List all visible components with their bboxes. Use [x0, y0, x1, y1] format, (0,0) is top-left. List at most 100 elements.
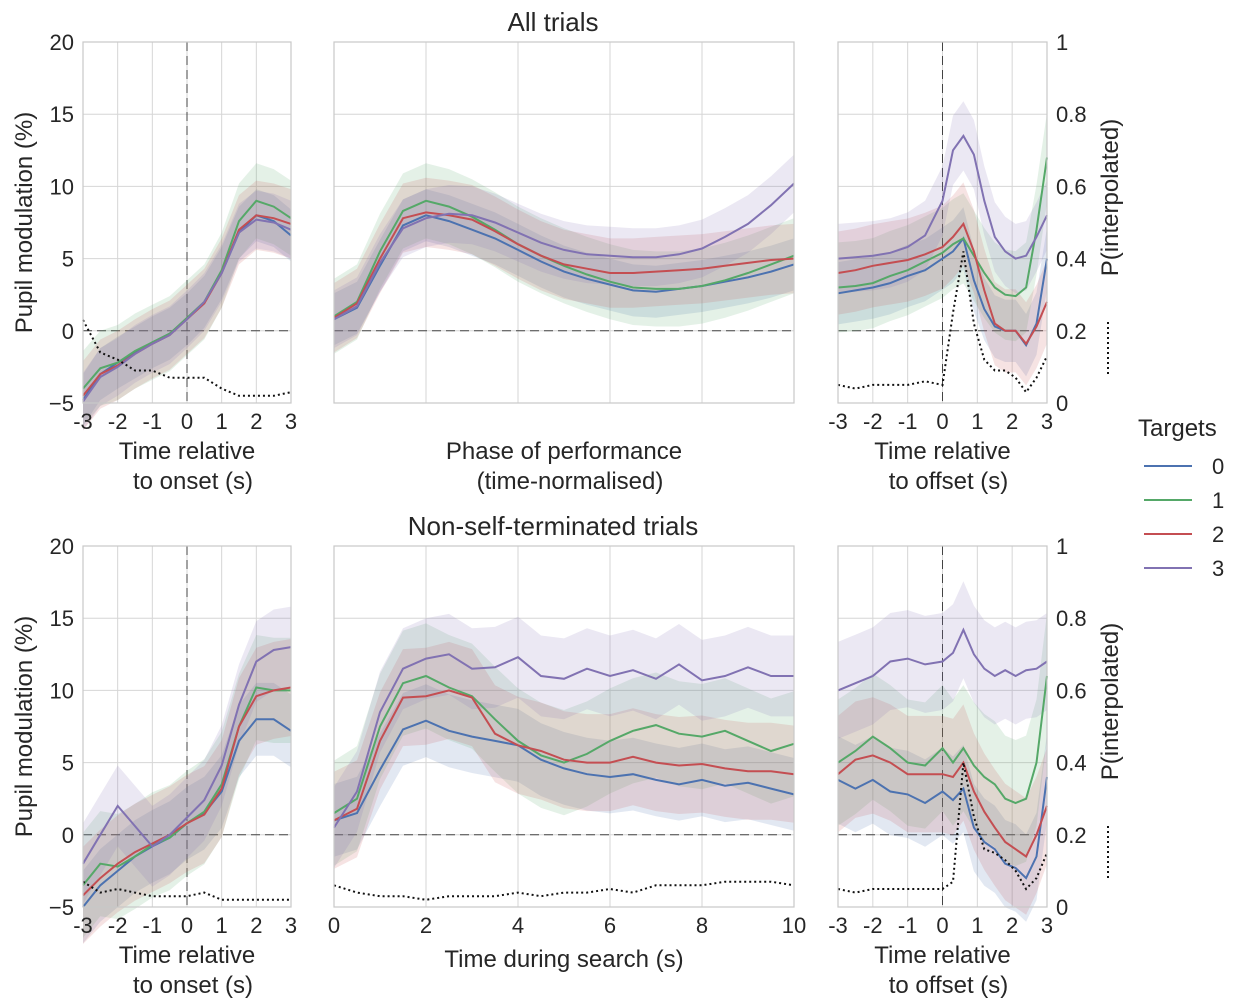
legend-title: Targets [1138, 415, 1217, 442]
y-axis-label: Pupil modulation (%) [11, 616, 38, 837]
x-tick-label: 0 [936, 913, 948, 938]
axes-frame [82, 545, 292, 908]
x-tick-label: 1 [971, 409, 983, 434]
band-target-0 [83, 189, 291, 427]
y-tick-label: 5 [62, 751, 74, 776]
line-target-1 [837, 675, 1048, 805]
panel-0-phase: Phase of performance (time-normalised) [333, 41, 795, 495]
y-right-tick-label: 0.8 [1056, 102, 1087, 127]
axes-frame [333, 545, 795, 908]
y-right-tick-label: 0.2 [1056, 823, 1087, 848]
line-target-1 [333, 674, 795, 814]
band-target-2 [83, 180, 291, 431]
legend-label-target-2: 2 [1212, 522, 1224, 547]
x-tick-label: 2 [420, 913, 432, 938]
band-target-2 [838, 182, 1047, 386]
axes-frame [82, 41, 292, 404]
line-target-3 [333, 653, 794, 829]
x-tick-label: 10 [782, 913, 806, 938]
panel-0-offset: 00.20.40.60.81P(interpolated)-3 -2 -1 0 1 2 3T… [828, 30, 1124, 495]
panel-1-offset: 00.20.40.60.81P(interpolated)-3 -2 -1 0 1 2 3T… [828, 534, 1124, 998]
x-tick-label: -2 [863, 913, 883, 938]
x-tick-label: -3 [73, 409, 93, 434]
y-right-tick-label: 1 [1056, 30, 1068, 55]
x-axis-label-line1: Phase of performance [446, 438, 682, 465]
line-target-3 [837, 627, 1048, 692]
x-axis-label-line2: to offset (s) [889, 468, 1009, 495]
band-target-0 [334, 189, 794, 346]
x-tick-label: 2 [250, 409, 262, 434]
x-tick-label: -1 [143, 409, 163, 434]
row-title-all-trials: All trials [507, 7, 598, 37]
line-target-3 [82, 646, 292, 865]
line-target-2 [333, 689, 795, 822]
x-axis-label-line2: to onset (s) [133, 468, 253, 495]
band-target-1 [334, 623, 794, 866]
y-axis-label: Pupil modulation (%) [11, 112, 38, 333]
y-right-tick-label: 0.4 [1056, 247, 1087, 272]
line-target-0 [333, 719, 795, 822]
x-tick-label: 1 [216, 913, 228, 938]
x-tick-label: -1 [898, 913, 918, 938]
x-tick-label: 3 [285, 913, 297, 938]
band-target-2 [838, 697, 1047, 915]
line-target-1 [333, 199, 795, 318]
x-tick-label: 0 [181, 409, 193, 434]
x-tick-label: 3 [1041, 409, 1053, 434]
y-tick-label: 20 [50, 534, 74, 559]
y-right-axis-label: P(interpolated) [1097, 623, 1124, 780]
x-axis-label-line1: Time relative [119, 942, 255, 969]
axes-frame [837, 41, 1048, 404]
line-p-interpolated [837, 251, 1048, 394]
x-tick-label: -3 [73, 913, 93, 938]
line-target-3 [333, 182, 795, 321]
y-tick-label: 10 [50, 174, 74, 199]
x-tick-label: 2 [1006, 409, 1018, 434]
band-target-0 [838, 733, 1047, 922]
y-tick-label: 10 [50, 678, 74, 703]
line-target-2 [837, 221, 1048, 346]
axes-frame [837, 545, 1048, 908]
x-tick-label: 8 [696, 913, 708, 938]
y-tick-label: 15 [50, 102, 74, 127]
x-tick-label: 2 [1006, 913, 1018, 938]
line-target-1 [837, 157, 1048, 298]
legend-label-target-3: 3 [1212, 556, 1224, 581]
band-target-1 [83, 635, 291, 938]
y-tick-label: −5 [49, 895, 74, 920]
y-right-tick-label: 0 [1056, 391, 1068, 416]
panel-1-search: 0 2 4 6 8 10 Time during search (s) [328, 545, 806, 973]
x-tick-label: -2 [108, 913, 128, 938]
line-target-2 [82, 686, 292, 897]
y-right-tick-label: 0.6 [1056, 678, 1087, 703]
x-tick-label: 0 [328, 913, 340, 938]
y-tick-label: 0 [62, 319, 74, 344]
x-axis-label-line1: Time relative [874, 942, 1010, 969]
x-axis-label-line2: (time-normalised) [477, 468, 664, 495]
band-target-2 [334, 641, 794, 869]
band-target-1 [334, 163, 794, 354]
y-right-tick-label: 0.8 [1056, 606, 1087, 631]
y-right-tick-label: 0 [1056, 895, 1068, 920]
band-target-3 [83, 606, 291, 905]
row-title-non-self-terminated: Non-self-terminated trials [408, 511, 698, 541]
band-target-3 [838, 581, 1047, 739]
x-tick-label: -1 [143, 913, 163, 938]
line-target-3 [837, 134, 1048, 260]
x-tick-label: -2 [108, 409, 128, 434]
x-tick-label: 3 [285, 409, 297, 434]
line-target-0 [837, 776, 1048, 880]
x-tick-label: -2 [863, 409, 883, 434]
x-tick-label: -3 [828, 913, 848, 938]
y-right-tick-label: 0.2 [1056, 319, 1087, 344]
legend-label-target-1: 1 [1212, 488, 1224, 513]
y-right-tick-label: 0.6 [1056, 174, 1087, 199]
line-p-interpolated [82, 319, 292, 397]
band-target-1 [838, 612, 1047, 867]
y-tick-label: 0 [62, 823, 74, 848]
band-target-0 [334, 684, 794, 857]
